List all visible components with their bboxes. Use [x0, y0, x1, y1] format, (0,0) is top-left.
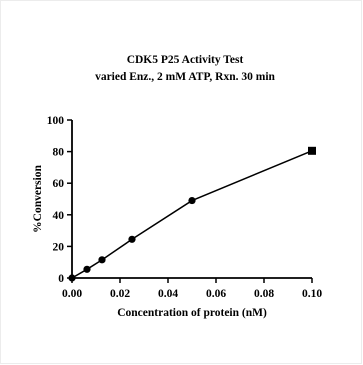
x-tick-label: 0.04: [158, 288, 178, 300]
x-tick-label: 0.02: [110, 288, 130, 300]
x-tick-label: 0.08: [254, 288, 274, 300]
y-ticks: 0 20 40 60 80 100: [47, 115, 72, 285]
chart-title: CDK5 P25 Activity Test: [127, 54, 244, 66]
x-tick-label: 0.10: [302, 288, 322, 300]
y-tick-label: 20: [53, 241, 65, 253]
data-point-marker: [68, 274, 76, 282]
data-point-marker: [188, 196, 196, 205]
series-line: [71, 150, 313, 279]
y-tick-label: 100: [47, 115, 65, 127]
data-point-marker: [128, 235, 136, 243]
series-group: [68, 146, 316, 282]
y-tick-label: 0: [58, 273, 64, 285]
chart-subtitle: varied Enz., 2 mM ATP, Rxn. 30 min: [95, 71, 275, 83]
x-ticks: 0.00 0.02 0.04 0.06 0.08 0.10: [62, 278, 322, 300]
data-point-marker: [308, 146, 316, 155]
y-tick-label: 80: [53, 147, 65, 159]
x-tick-label: 0.00: [62, 288, 82, 300]
x-tick-label: 0.06: [206, 288, 226, 300]
y-tick-label: 60: [53, 178, 65, 190]
y-axis-label: %Conversion: [32, 165, 44, 233]
data-point-marker: [98, 256, 106, 264]
y-tick-label: 40: [53, 210, 65, 222]
x-axis-label: Concentration of protein (nM): [117, 307, 267, 319]
data-point-marker: [83, 265, 91, 273]
